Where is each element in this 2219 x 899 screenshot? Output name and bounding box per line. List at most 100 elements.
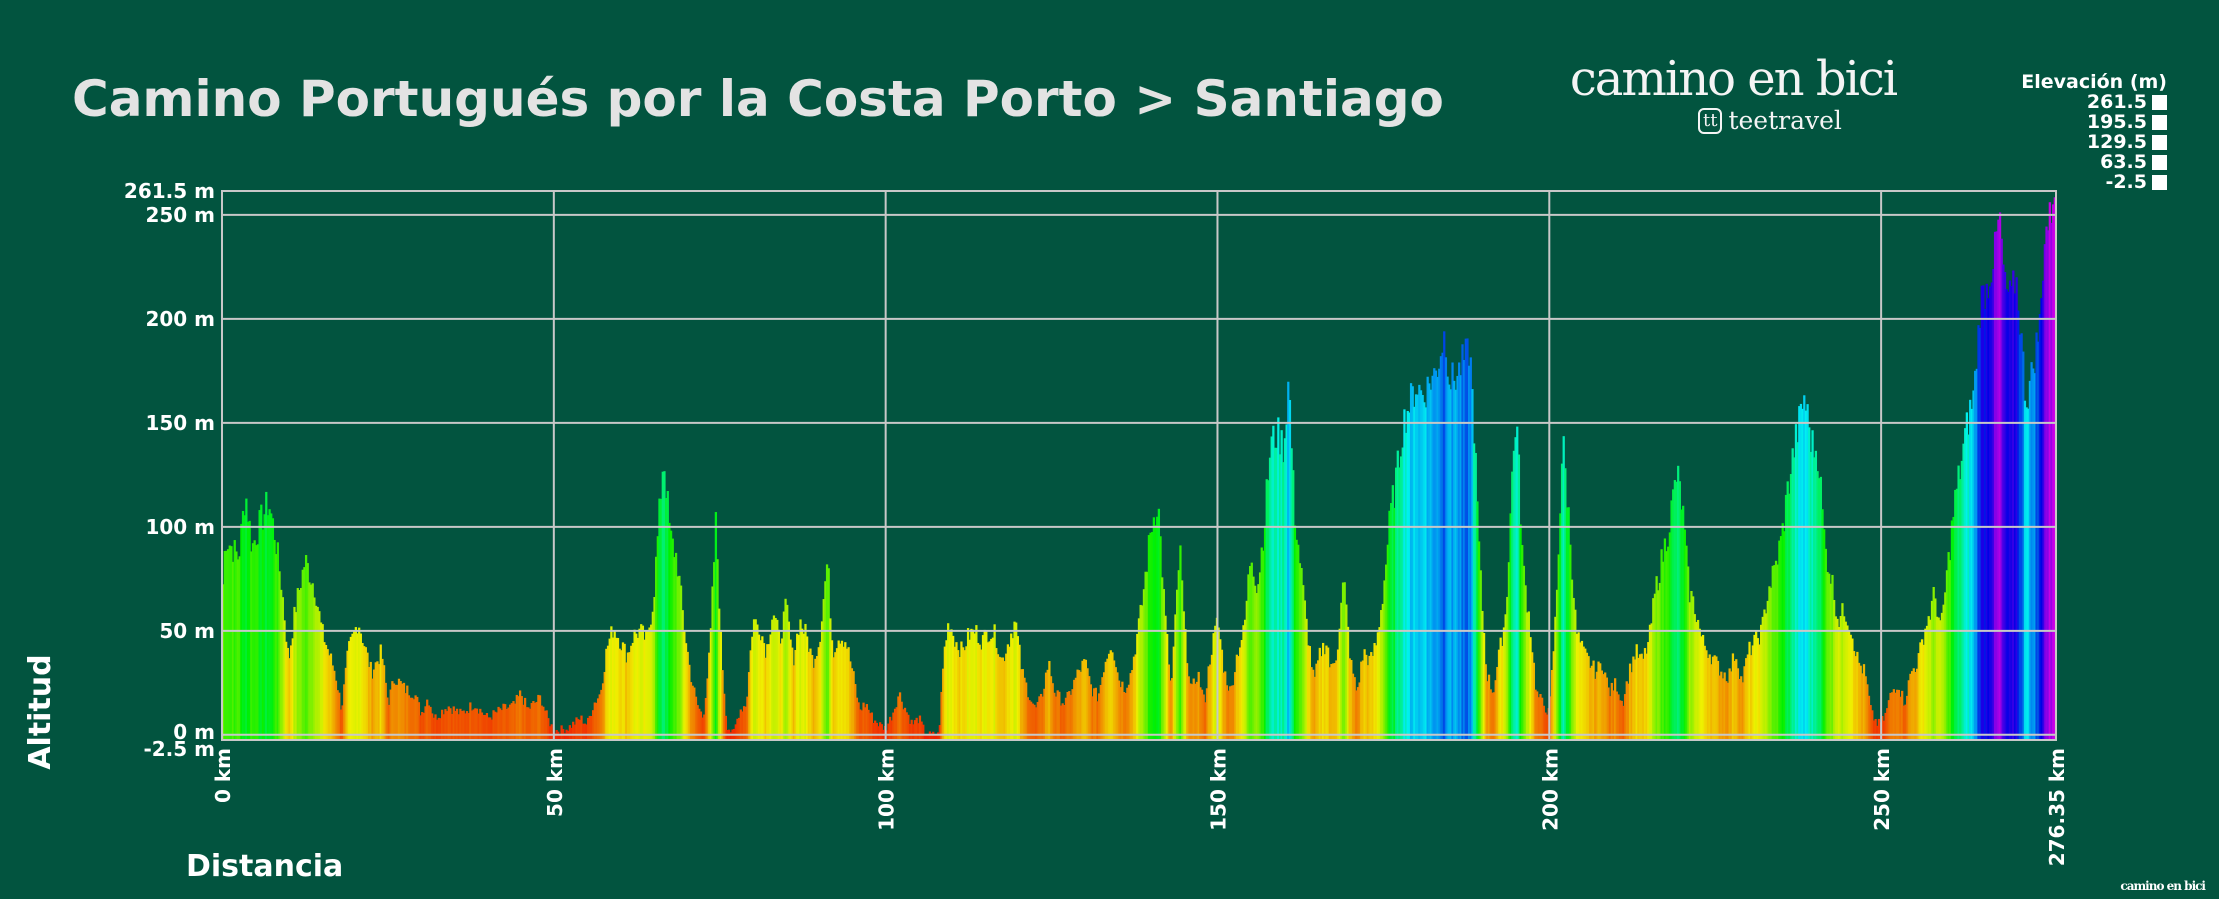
elevation-bar — [1502, 627, 1506, 740]
elevation-bar — [334, 680, 338, 740]
elevation-bar — [1318, 647, 1321, 740]
elevation-bar — [591, 710, 595, 740]
elevation-bar — [897, 696, 900, 740]
legend-entry: 129.5 — [2021, 132, 2167, 152]
elevation-bar — [1031, 703, 1034, 740]
elevation-bar — [1026, 697, 1029, 740]
elevation-bar — [1335, 660, 1338, 740]
elevation-bar — [1177, 570, 1180, 740]
elevation-bar — [1383, 580, 1386, 740]
elevation-bar — [477, 713, 480, 740]
elevation-bar — [1453, 380, 1456, 740]
elevation-bar — [553, 733, 557, 740]
elevation-bar — [1131, 670, 1134, 740]
elevation-bar — [676, 576, 679, 740]
elevation-bar — [507, 707, 510, 740]
elevation-bar — [1220, 649, 1224, 740]
elevation-bar — [336, 690, 339, 740]
elevation-bar — [1107, 653, 1111, 740]
elevation-bar — [1700, 636, 1703, 740]
elevation-bar — [1764, 613, 1768, 740]
elevation-bar — [1562, 436, 1565, 740]
elevation-bar — [1028, 700, 1031, 740]
elevation-bar — [1622, 705, 1625, 740]
elevation-bar — [280, 589, 283, 740]
elevation-bar — [394, 684, 397, 740]
elevation-bar — [922, 724, 925, 740]
elevation-bar — [1393, 507, 1396, 740]
elevation-bar — [1715, 656, 1718, 740]
elevation-bar — [459, 708, 462, 740]
elevation-bar — [1658, 582, 1662, 740]
elevation-bar — [457, 714, 460, 740]
elevation-bar — [638, 628, 641, 740]
elevation-bar — [1418, 384, 1421, 740]
elevation-bar — [1834, 616, 1837, 740]
elevation-bar — [1363, 649, 1366, 740]
elevation-bar — [631, 642, 635, 740]
elevation-bar — [260, 504, 263, 740]
elevation-bar — [291, 638, 294, 740]
elevation-bar — [847, 647, 850, 740]
camino-en-bici-logo: camino en bici tt teetravel — [1568, 52, 1898, 135]
elevation-bar — [1526, 612, 1529, 740]
elevation-bar — [2005, 289, 2008, 740]
elevation-bar — [663, 471, 666, 740]
elevation-bar — [1960, 460, 1964, 740]
elevation-bar — [1769, 587, 1773, 740]
elevation-bar — [593, 702, 596, 740]
elevation-bar — [1346, 626, 1350, 740]
elevation-bar — [1059, 705, 1063, 740]
elevation-bar — [1041, 696, 1044, 740]
elevation-bar — [860, 710, 864, 740]
elevation-bar — [1925, 625, 1929, 740]
elevation-bar — [1459, 375, 1462, 740]
elevation-bar — [1421, 394, 1424, 740]
elevation-bar — [940, 691, 943, 740]
elevation-bar — [304, 555, 308, 740]
elevation-bar — [749, 650, 752, 740]
elevation-bar — [1902, 705, 1905, 740]
elevation-bar — [781, 638, 784, 740]
elevation-bar — [1438, 368, 1441, 740]
elevation-bar — [236, 559, 240, 740]
elevation-bar — [1992, 269, 1995, 740]
elevation-bar — [1461, 344, 1464, 740]
elevation-bar — [1560, 463, 1564, 740]
legend-entry: 195.5 — [2021, 112, 2167, 132]
elevation-bar — [1866, 684, 1869, 740]
elevation-bar — [407, 695, 411, 740]
elevation-bar — [1962, 443, 1965, 740]
elevation-bar — [1920, 639, 1924, 740]
elevation-bar — [537, 694, 540, 740]
elevation-bar — [598, 694, 601, 740]
elevation-bar — [480, 712, 484, 740]
elevation-bar — [1385, 564, 1388, 740]
elevation-bar — [1504, 614, 1507, 740]
elevation-bar — [1841, 603, 1844, 740]
elevation-bar — [849, 661, 852, 740]
elevation-bar — [495, 712, 499, 740]
elevation-bar — [827, 568, 830, 740]
elevation-bar — [865, 704, 868, 740]
elevation-bar — [1642, 658, 1645, 740]
elevation-bar — [1514, 437, 1517, 740]
elevation-bar — [1476, 501, 1479, 740]
elevation-bar — [316, 606, 319, 740]
elevation-bar — [1833, 599, 1836, 740]
elevation-bar — [1517, 454, 1521, 740]
elevation-bar — [1451, 362, 1454, 740]
elevation-bar — [377, 664, 381, 740]
elevation-bar — [339, 709, 343, 740]
elevation-bar — [1066, 691, 1069, 740]
elevation-bar — [1272, 425, 1275, 740]
elevation-bar — [422, 712, 426, 740]
elevation-bar — [1771, 565, 1774, 740]
elevation-bar — [686, 651, 689, 740]
elevation-bar — [1482, 632, 1486, 740]
elevation-bar — [1260, 547, 1263, 740]
elevation-bar — [1552, 651, 1555, 740]
elevation-bar — [1874, 719, 1877, 740]
elevation-bar — [409, 697, 412, 740]
